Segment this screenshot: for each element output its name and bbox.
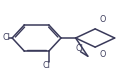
Text: O: O: [99, 50, 106, 59]
Text: O: O: [99, 15, 106, 23]
Text: Cl: Cl: [76, 44, 84, 53]
Text: Cl: Cl: [42, 61, 50, 70]
Text: Cl: Cl: [2, 34, 10, 42]
